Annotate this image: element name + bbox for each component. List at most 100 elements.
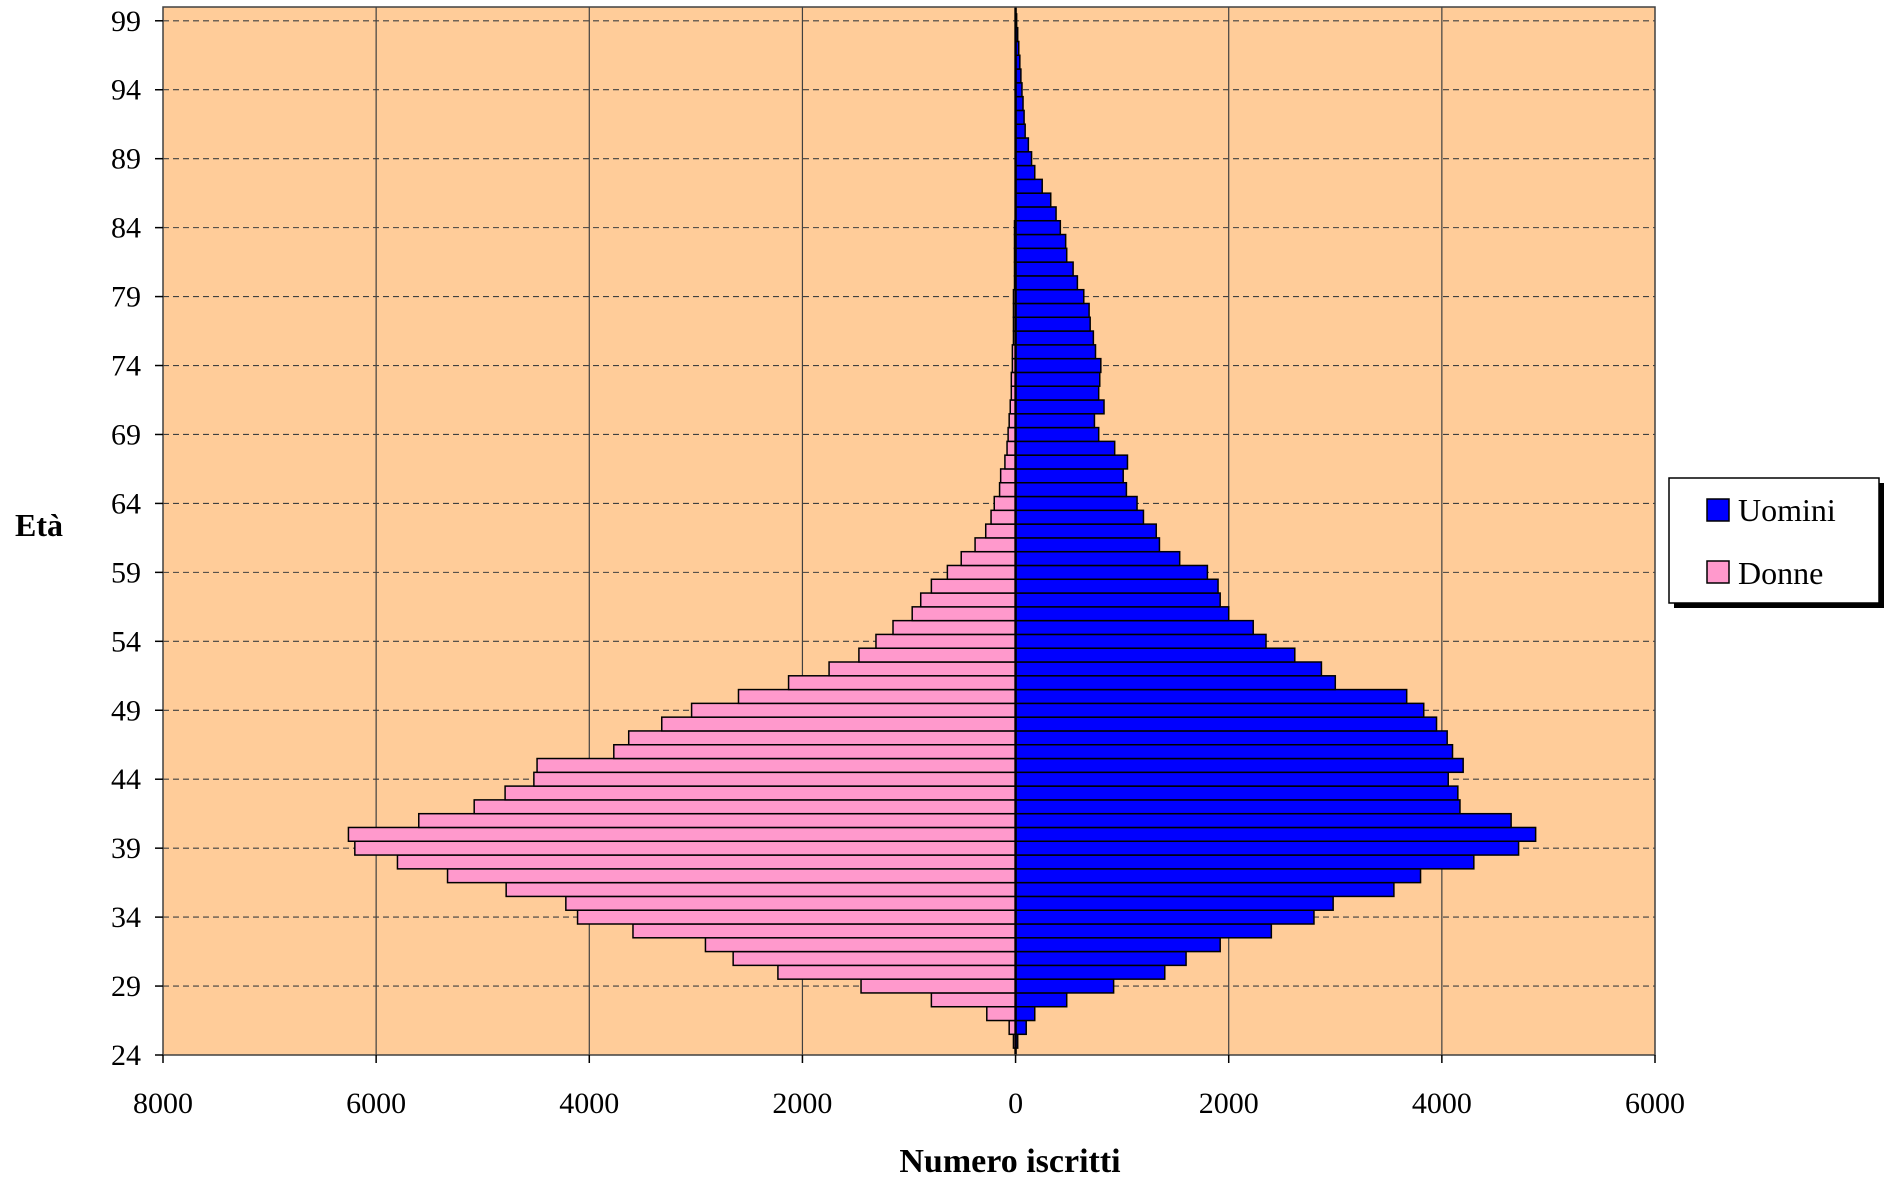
y-tick-label: 29 — [111, 970, 141, 1003]
bar-uomini-age-56 — [1014, 606, 1230, 622]
bar-donne-age-48 — [661, 716, 1017, 732]
bar-uomini-age-53 — [1014, 647, 1296, 663]
bar-uomini-age-39 — [1014, 840, 1520, 856]
x-axis-ticks: 8000 6000 4000 2000 0 2000 4000 6000 — [133, 1055, 1685, 1120]
bar-donne-age-52 — [828, 661, 1017, 677]
bar-uomini-age-81 — [1014, 261, 1074, 277]
bar-uomini-age-55 — [1014, 619, 1254, 636]
legend: Uomini Donne — [1668, 477, 1884, 608]
y-tick-label: 99 — [111, 5, 141, 38]
bar-uomini-age-41 — [1014, 812, 1512, 829]
bar-uomini-age-26 — [1014, 1019, 1027, 1036]
bar-uomini-age-47 — [1014, 730, 1448, 746]
bar-uomini-age-80 — [1014, 275, 1079, 291]
bar-uomini-age-76 — [1014, 330, 1095, 346]
bar-uomini-age-31 — [1014, 950, 1187, 967]
bar-uomini-age-78 — [1014, 302, 1090, 319]
bar-donne-age-30 — [777, 964, 1017, 980]
bar-donne-age-54 — [875, 633, 1017, 649]
bar-donne-age-56 — [911, 606, 1017, 622]
y-tick-label: 49 — [111, 694, 141, 727]
bar-uomini-age-34 — [1014, 909, 1315, 925]
bar-donne-age-43 — [504, 785, 1017, 801]
y-tick-label: 84 — [111, 212, 141, 245]
bar-uomini-age-40 — [1014, 826, 1537, 843]
bar-uomini-age-64 — [1014, 495, 1138, 512]
plot-border — [162, 6, 1656, 1056]
bar-donne-age-33 — [632, 923, 1017, 939]
bar-donne-age-59 — [946, 564, 1017, 581]
bar-donne-age-53 — [858, 647, 1017, 663]
bar-uomini-age-79 — [1014, 288, 1085, 305]
bar-uomini-age-33 — [1014, 923, 1273, 939]
bar-uomini-age-83 — [1014, 233, 1067, 250]
bar-uomini-age-68 — [1014, 440, 1116, 456]
x-tick-label: 4000 — [1412, 1087, 1472, 1120]
bar-donne-age-32 — [704, 937, 1017, 953]
bar-uomini-age-82 — [1014, 247, 1068, 263]
bar-donne-age-63 — [990, 509, 1017, 525]
y-axis-ticks: 24 29 34 39 44 49 54 59 64 69 74 79 84 89 94 99 — [111, 5, 163, 1072]
bar-uomini-age-44 — [1014, 771, 1450, 787]
bar-uomini-age-57 — [1014, 592, 1221, 608]
bar-uomini-age-52 — [1014, 661, 1323, 677]
bar-uomini-age-32 — [1014, 937, 1221, 953]
bar-uomini-age-65 — [1014, 481, 1128, 498]
bar-donne-age-50 — [737, 688, 1017, 705]
x-tick-label: 6000 — [1625, 1087, 1685, 1120]
bar-donne-age-49 — [690, 702, 1017, 718]
y-tick-label: 34 — [111, 901, 141, 934]
bar-uomini-age-42 — [1014, 799, 1461, 815]
x-tick-label: 2000 — [1199, 1087, 1259, 1120]
bar-uomini-age-60 — [1014, 550, 1181, 567]
bar-uomini-age-89 — [1014, 151, 1033, 167]
y-tick-label: 64 — [111, 487, 141, 520]
bar-donne-age-65 — [998, 481, 1017, 498]
bar-donne-age-39 — [354, 840, 1017, 856]
bar-donne-age-62 — [984, 523, 1017, 539]
bar-donne-age-51 — [787, 675, 1017, 691]
bar-donne-age-40 — [347, 826, 1017, 843]
bar-donne-age-60 — [960, 550, 1017, 567]
bar-donne-age-44 — [533, 771, 1017, 787]
bar-donne-age-57 — [919, 592, 1017, 608]
bar-uomini-age-92 — [1014, 109, 1025, 125]
bar-uomini-age-72 — [1014, 385, 1100, 401]
y-tick-label: 59 — [111, 556, 141, 589]
bar-donne-age-45 — [536, 757, 1017, 774]
bar-uomini-age-37 — [1014, 868, 1422, 884]
y-tick-label: 24 — [111, 1039, 141, 1072]
bar-donne-age-27 — [986, 1005, 1017, 1022]
bar-uomini-age-36 — [1014, 881, 1395, 898]
y-tick-label: 89 — [111, 143, 141, 176]
bar-uomini-age-50 — [1014, 688, 1408, 705]
y-axis-label: Età — [15, 507, 63, 543]
bar-uomini-age-91 — [1014, 123, 1026, 139]
legend-swatch-donne — [1706, 560, 1730, 584]
bar-donne-age-29 — [860, 978, 1017, 994]
bar-donne-age-64 — [993, 495, 1017, 512]
bar-uomini-age-66 — [1014, 468, 1124, 484]
bar-uomini-age-46 — [1014, 743, 1454, 760]
bar-uomini-age-28 — [1014, 992, 1068, 1008]
bar-donne-age-68 — [1006, 440, 1017, 456]
y-tick-label: 69 — [111, 418, 141, 451]
x-tick-label: 8000 — [133, 1087, 193, 1120]
bar-uomini-age-73 — [1014, 371, 1101, 387]
bar-donne-age-38 — [396, 854, 1017, 870]
bar-donne-age-46 — [613, 743, 1017, 760]
bar-uomini-age-90 — [1014, 137, 1030, 153]
bar-uomini-age-54 — [1014, 633, 1267, 649]
bar-uomini-age-77 — [1014, 316, 1091, 332]
bar-uomini-age-69 — [1014, 426, 1100, 443]
y-tick-label: 79 — [111, 281, 141, 314]
bar-uomini-age-43 — [1014, 785, 1459, 801]
y-tick-label: 54 — [111, 625, 141, 658]
bar-donne-age-55 — [892, 619, 1017, 636]
bar-donne-age-35 — [565, 895, 1017, 911]
bar-donne-age-34 — [576, 909, 1017, 925]
bar-uomini-age-67 — [1014, 454, 1129, 470]
bar-uomini-age-87 — [1014, 178, 1043, 194]
x-tick-label: 0 — [1008, 1087, 1023, 1120]
